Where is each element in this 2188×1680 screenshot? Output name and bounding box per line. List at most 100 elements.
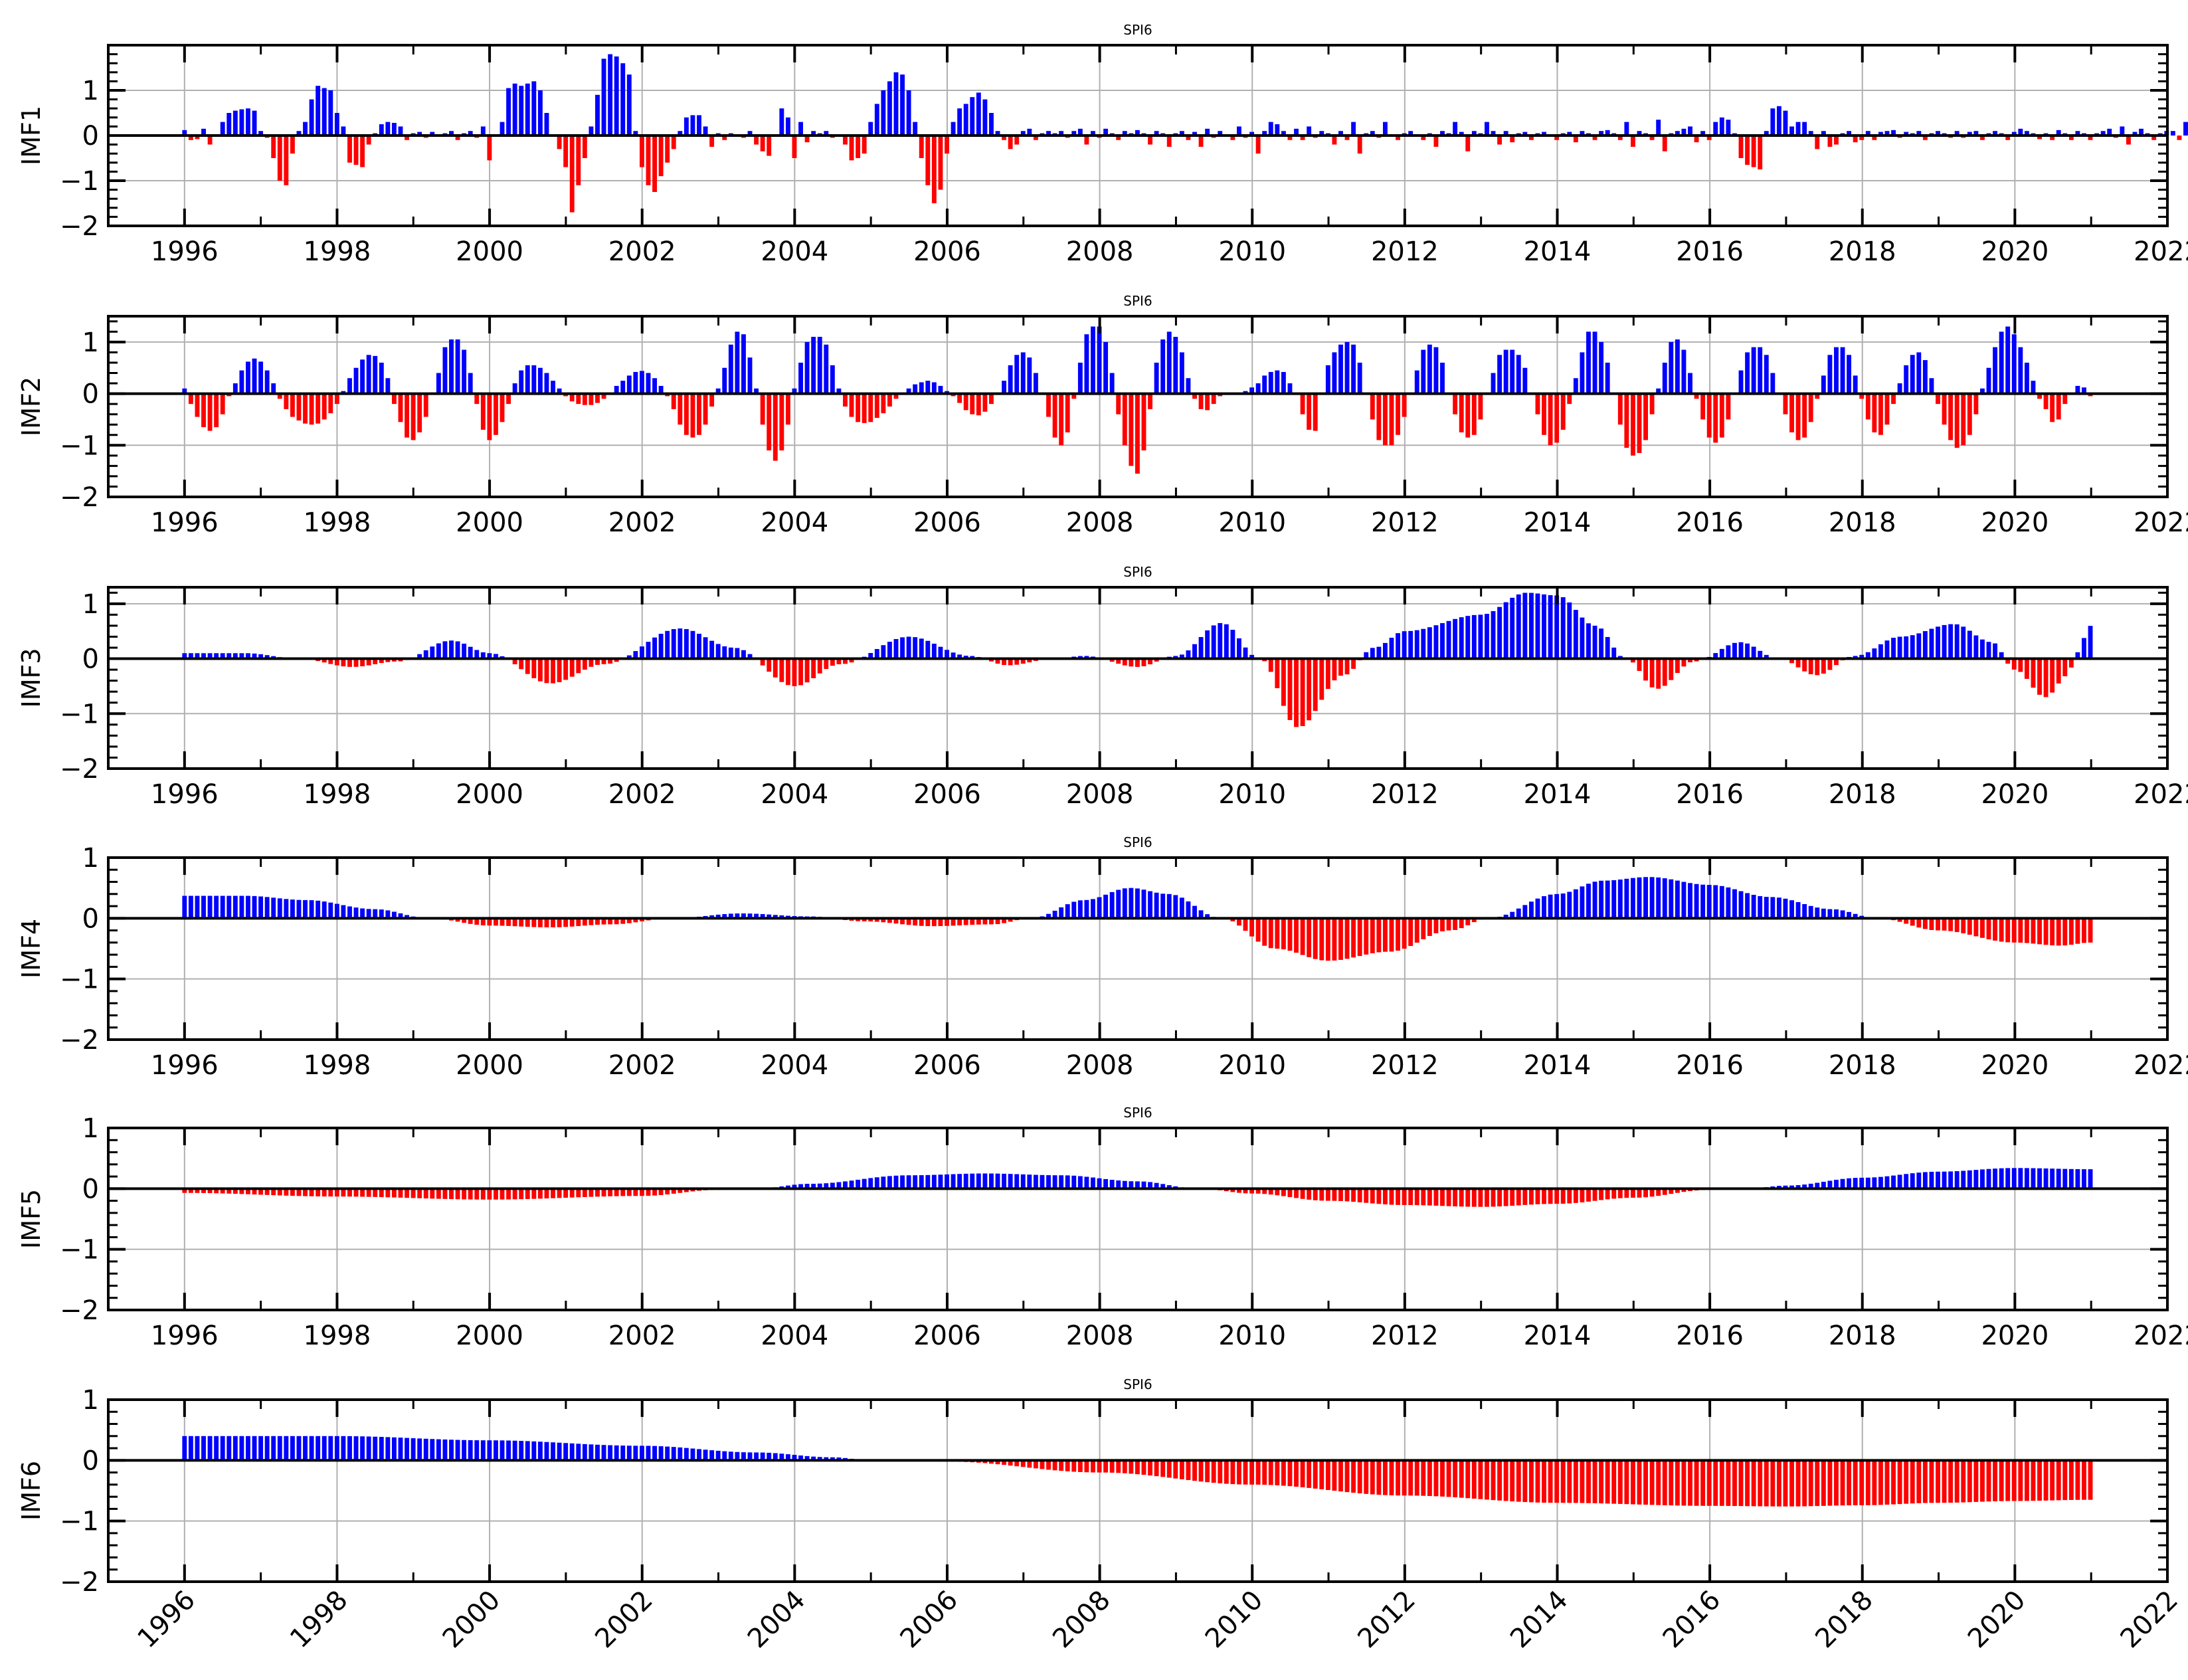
- bar: [366, 136, 371, 145]
- bar: [1929, 378, 1934, 394]
- bar: [385, 122, 391, 136]
- bar: [1396, 1460, 1400, 1496]
- bar: [506, 1188, 511, 1200]
- bar: [1382, 393, 1388, 446]
- bar: [182, 130, 187, 136]
- bar: [709, 136, 715, 147]
- bar: [1884, 1176, 1890, 1189]
- bar: [2050, 393, 2055, 422]
- bar: [893, 72, 899, 136]
- bar: [1662, 1460, 1667, 1505]
- bar: [1186, 650, 1191, 659]
- bar: [321, 1436, 327, 1461]
- bar: [1847, 131, 1852, 136]
- bar: [500, 393, 505, 422]
- bar: [1738, 642, 1744, 659]
- bar: [2011, 334, 2017, 394]
- bar: [703, 126, 708, 136]
- bar: [379, 909, 384, 919]
- bar: [1027, 1460, 1032, 1468]
- x-tick-label: 2008: [1066, 1321, 1134, 1351]
- bar: [2088, 1169, 2093, 1189]
- bar: [1364, 1188, 1369, 1203]
- bar: [2056, 918, 2061, 946]
- bar: [1370, 1460, 1375, 1495]
- bar: [1382, 1460, 1388, 1495]
- bar: [1827, 136, 1833, 147]
- bar: [608, 1188, 613, 1196]
- bar: [963, 393, 968, 411]
- x-tick-label: 2004: [761, 1321, 828, 1351]
- bar: [1122, 1460, 1127, 1473]
- bar: [1230, 630, 1235, 659]
- bar: [1485, 122, 1489, 136]
- bar: [2024, 658, 2029, 679]
- bar: [1453, 122, 1458, 136]
- bar: [321, 658, 327, 663]
- bar: [1440, 1188, 1445, 1206]
- bar: [773, 658, 778, 678]
- x-tick-label: 1996: [151, 1321, 219, 1351]
- bar: [1719, 648, 1724, 659]
- bar: [1262, 1460, 1267, 1485]
- bar: [1173, 1460, 1178, 1479]
- bar: [1313, 1188, 1318, 1200]
- bar: [1706, 1460, 1712, 1506]
- bar: [1662, 362, 1667, 394]
- x-tick-label: 2022: [2134, 236, 2188, 267]
- bar: [931, 643, 937, 659]
- x-tick-label: 2002: [608, 508, 676, 538]
- bar: [1656, 1460, 1661, 1505]
- bar: [576, 918, 581, 927]
- bar: [271, 383, 276, 394]
- bar: [1332, 352, 1337, 394]
- bar: [1211, 393, 1216, 405]
- bar: [1897, 383, 1902, 394]
- bar: [1732, 642, 1737, 659]
- bar: [1637, 1188, 1642, 1198]
- bar: [1592, 136, 1597, 140]
- bar: [1091, 899, 1095, 919]
- bar: [728, 647, 733, 659]
- bar: [735, 913, 740, 919]
- bar: [906, 388, 911, 394]
- bar: [1961, 626, 1966, 659]
- bar: [785, 117, 790, 136]
- bar: [1993, 347, 1998, 394]
- bar: [544, 113, 549, 136]
- bar: [887, 918, 892, 923]
- bar: [1065, 904, 1070, 919]
- bar: [1611, 880, 1617, 919]
- bar: [1364, 1460, 1369, 1494]
- bar: [824, 131, 829, 136]
- bar: [1694, 884, 1699, 919]
- bar: [1560, 1460, 1566, 1503]
- bar: [1237, 918, 1241, 926]
- bar: [1795, 902, 1801, 919]
- bar: [1681, 658, 1687, 667]
- bar: [1738, 1460, 1744, 1507]
- bar: [1389, 1188, 1394, 1205]
- bar: [2056, 1460, 2061, 1501]
- bar: [2056, 393, 2061, 420]
- bar: [1649, 877, 1655, 919]
- bar: [1059, 907, 1064, 919]
- bar: [1878, 1460, 1883, 1505]
- bar: [1764, 897, 1769, 919]
- x-tick-label: 2016: [1676, 779, 1744, 810]
- bar: [2011, 1460, 2017, 1501]
- bar: [214, 653, 219, 659]
- bar: [1471, 1460, 1477, 1499]
- bar: [1077, 1460, 1083, 1472]
- bar: [347, 1436, 352, 1461]
- bar: [1077, 900, 1083, 919]
- bar: [767, 914, 772, 919]
- bar: [1351, 344, 1356, 394]
- bar: [1878, 393, 1883, 435]
- bar: [512, 658, 517, 664]
- bar: [811, 337, 816, 394]
- bar: [1897, 918, 1902, 922]
- bar: [1967, 1460, 1972, 1503]
- bar: [671, 393, 676, 409]
- bar: [1764, 131, 1769, 136]
